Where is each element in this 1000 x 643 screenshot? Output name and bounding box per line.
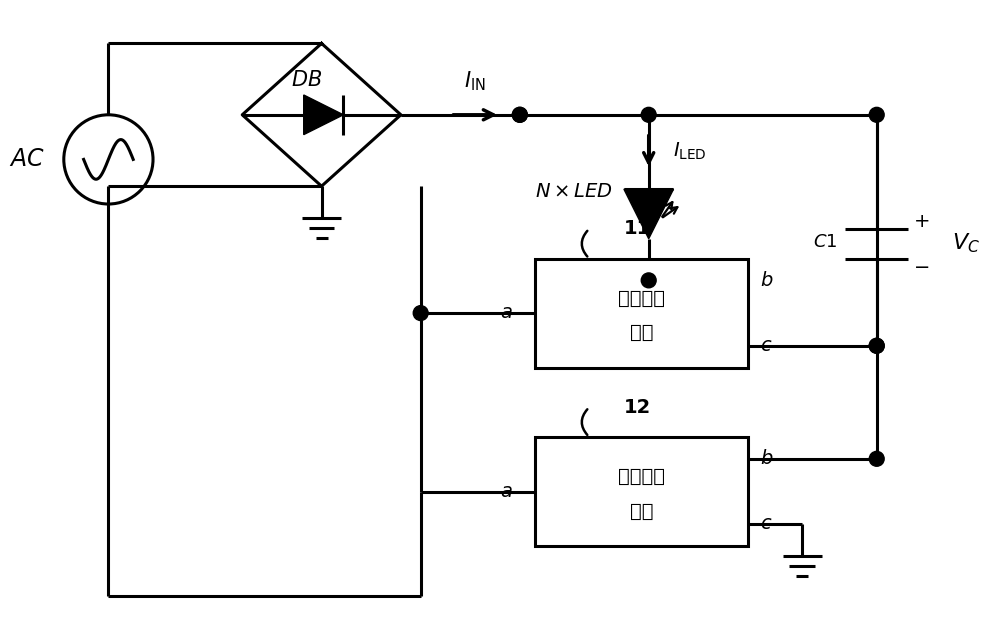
Circle shape <box>512 107 527 122</box>
Text: $N\times LED$: $N\times LED$ <box>535 183 613 201</box>
Text: 12: 12 <box>624 398 651 417</box>
Text: $a$: $a$ <box>500 304 513 322</box>
Bar <box>535 437 748 546</box>
Text: 模块: 模块 <box>630 323 653 343</box>
Text: $V_C$: $V_C$ <box>952 232 980 255</box>
Circle shape <box>869 451 884 466</box>
Text: $a$: $a$ <box>500 482 513 500</box>
Text: $I_{\mathrm{LED}}$: $I_{\mathrm{LED}}$ <box>673 140 707 161</box>
Circle shape <box>869 107 884 122</box>
Circle shape <box>641 107 656 122</box>
Text: $AC$: $AC$ <box>9 147 45 172</box>
Bar <box>535 258 748 368</box>
Text: 11: 11 <box>624 219 651 239</box>
Circle shape <box>869 338 884 353</box>
Text: $c$: $c$ <box>760 515 772 533</box>
Circle shape <box>869 338 884 353</box>
Text: $I_{\mathrm{IN}}$: $I_{\mathrm{IN}}$ <box>464 69 486 93</box>
Circle shape <box>512 107 527 122</box>
Text: $DB$: $DB$ <box>291 70 322 90</box>
Polygon shape <box>304 95 343 134</box>
Text: $+$: $+$ <box>913 212 930 231</box>
Text: 恒流驱动: 恒流驱动 <box>618 289 665 308</box>
Text: $b$: $b$ <box>760 449 773 468</box>
Text: 模块: 模块 <box>630 502 653 521</box>
Circle shape <box>641 273 656 288</box>
Text: $-$: $-$ <box>913 256 929 275</box>
Text: 恒流驱动: 恒流驱动 <box>618 467 665 486</box>
Text: $c$: $c$ <box>760 337 772 355</box>
Text: $C1$: $C1$ <box>813 233 837 251</box>
Text: $b$: $b$ <box>760 271 773 290</box>
Polygon shape <box>624 189 673 239</box>
Circle shape <box>413 305 428 320</box>
